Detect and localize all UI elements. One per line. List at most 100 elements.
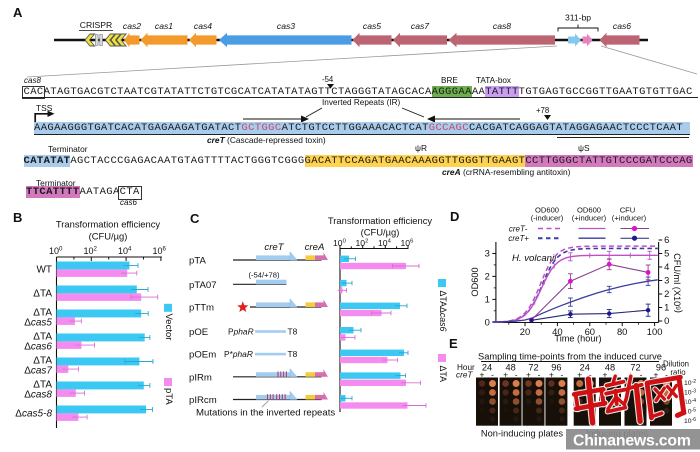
svg-text:-: - — [589, 370, 592, 380]
svg-text:Transformation efficiency: Transformation efficiency — [56, 219, 161, 230]
svg-text:cas3: cas3 — [277, 21, 295, 31]
svg-text:60: 60 — [585, 326, 595, 337]
svg-text:E: E — [449, 336, 458, 351]
svg-text:48: 48 — [605, 363, 615, 373]
svg-text:-: - — [515, 370, 518, 380]
svg-text:C: C — [190, 211, 200, 226]
svg-text:96: 96 — [656, 363, 666, 373]
svg-text:+: + — [549, 370, 554, 380]
svg-text:ΔTA: ΔTA — [33, 308, 52, 319]
svg-text:3: 3 — [485, 248, 490, 259]
svg-text:pOEm: pOEm — [189, 350, 216, 361]
svg-text:pTA07: pTA07 — [189, 280, 217, 291]
svg-text:PphaR: PphaR — [228, 327, 254, 337]
svg-text:cas5: cas5 — [363, 21, 381, 31]
svg-text:P*phaR: P*phaR — [224, 349, 253, 359]
svg-text:100: 100 — [333, 238, 347, 248]
svg-text:40: 40 — [552, 326, 562, 337]
svg-text:106: 106 — [153, 246, 167, 257]
svg-text:5: 5 — [664, 248, 669, 259]
svg-text:Transformation efficiency: Transformation efficiency — [328, 215, 433, 226]
svg-text:1: 1 — [664, 302, 669, 313]
svg-text:2: 2 — [664, 288, 669, 299]
svg-text:104: 104 — [118, 246, 132, 257]
svg-text:+: + — [603, 370, 608, 380]
svg-text:cas8: cas8 — [493, 21, 511, 31]
svg-text:(CFU/µg): (CFU/µg) — [89, 231, 128, 242]
svg-text:Mutations in the inverted repe: Mutations in the inverted repeats — [196, 408, 335, 419]
svg-text:creT: creT — [456, 371, 473, 380]
svg-text:Time (hour): Time (hour) — [554, 334, 601, 344]
svg-text:pTA: pTA — [163, 388, 174, 405]
svg-text:-: - — [561, 370, 564, 380]
svg-text:104: 104 — [378, 238, 392, 248]
svg-text:D: D — [450, 209, 459, 224]
svg-text:(+inducer): (+inducer) — [612, 214, 647, 223]
svg-text:CFU: CFU — [620, 206, 636, 215]
svg-text:pOE: pOE — [189, 327, 208, 338]
svg-text:cas6: cas6 — [613, 21, 631, 31]
svg-text:+: + — [654, 370, 659, 380]
svg-text:Chinanews.com: Chinanews.com — [573, 433, 691, 450]
svg-text:24: 24 — [482, 363, 492, 373]
svg-text:-: - — [640, 370, 643, 380]
svg-text:(CFU/µg): (CFU/µg) — [361, 227, 400, 238]
svg-text:0: 0 — [664, 315, 669, 326]
svg-text:ΔTA: ΔTA — [33, 289, 52, 300]
svg-text:100: 100 — [49, 246, 63, 257]
svg-text:Δcas7: Δcas7 — [24, 366, 52, 377]
svg-text:24: 24 — [580, 363, 590, 373]
svg-text:72: 72 — [528, 363, 538, 373]
svg-text:ratio: ratio — [670, 368, 686, 377]
svg-text:4: 4 — [664, 261, 669, 272]
svg-text:-: - — [491, 370, 494, 380]
svg-text:creT: creT — [264, 242, 284, 253]
svg-text:100: 100 — [647, 326, 663, 337]
svg-text:+: + — [526, 370, 531, 380]
svg-text:(-inducer): (-inducer) — [531, 214, 564, 223]
svg-text:96: 96 — [551, 363, 561, 373]
svg-text:2: 2 — [485, 271, 490, 282]
svg-text:311-bp: 311-bp — [565, 13, 591, 23]
svg-text:0: 0 — [485, 317, 490, 328]
svg-text:creT-: creT- — [509, 225, 528, 234]
svg-text:ΔTA: ΔTA — [33, 332, 52, 343]
svg-text:pTTm: pTTm — [189, 303, 214, 314]
svg-text:WT: WT — [36, 265, 52, 276]
svg-text:+: + — [577, 370, 582, 380]
svg-text:creT+: creT+ — [508, 234, 529, 243]
svg-text:ΔTA: ΔTA — [33, 356, 52, 367]
svg-text:20: 20 — [520, 326, 530, 337]
svg-text:Δcas6: Δcas6 — [24, 342, 52, 353]
svg-text:Dilution: Dilution — [663, 360, 689, 369]
svg-text:102: 102 — [356, 238, 369, 248]
svg-text:Non-inducing plates: Non-inducing plates — [481, 429, 564, 439]
svg-text:102: 102 — [84, 246, 98, 257]
svg-text:CFU/ml (X109): CFU/ml (X109) — [672, 253, 684, 313]
svg-text:T8: T8 — [288, 327, 298, 337]
svg-text:1: 1 — [485, 294, 490, 305]
svg-text:OD600: OD600 — [470, 267, 480, 296]
svg-text:72: 72 — [630, 363, 640, 373]
svg-text:Sampling time-points from the: Sampling time-points from the induced cu… — [478, 352, 662, 362]
svg-text:10-5: 10-5 — [684, 407, 696, 415]
svg-text:3: 3 — [664, 275, 669, 286]
svg-text:ΔTAΔcas6: ΔTAΔcas6 — [438, 291, 448, 332]
svg-text:CRISPR: CRISPR — [80, 20, 112, 30]
svg-text:cas2: cas2 — [123, 21, 141, 31]
svg-text:10-6: 10-6 — [684, 417, 696, 425]
svg-text:6: 6 — [664, 234, 669, 245]
svg-text:Hour: Hour — [457, 363, 475, 372]
svg-text:ΔTA: ΔTA — [438, 366, 448, 383]
svg-text:OD600: OD600 — [577, 206, 601, 215]
svg-text:Δcas8: Δcas8 — [24, 390, 52, 401]
svg-text:B: B — [13, 210, 22, 225]
svg-text:10-4: 10-4 — [684, 398, 696, 406]
svg-text:pIRm: pIRm — [189, 372, 212, 383]
svg-text:Δcas5: Δcas5 — [24, 318, 52, 329]
svg-text:cas4: cas4 — [194, 21, 212, 31]
svg-text:106: 106 — [401, 238, 414, 248]
svg-text:ΔTA: ΔTA — [33, 380, 52, 391]
svg-text:pTA: pTA — [189, 256, 206, 267]
svg-text:cas7: cas7 — [411, 21, 430, 31]
